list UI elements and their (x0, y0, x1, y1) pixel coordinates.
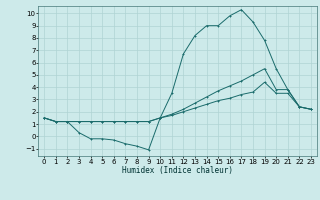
X-axis label: Humidex (Indice chaleur): Humidex (Indice chaleur) (122, 166, 233, 175)
